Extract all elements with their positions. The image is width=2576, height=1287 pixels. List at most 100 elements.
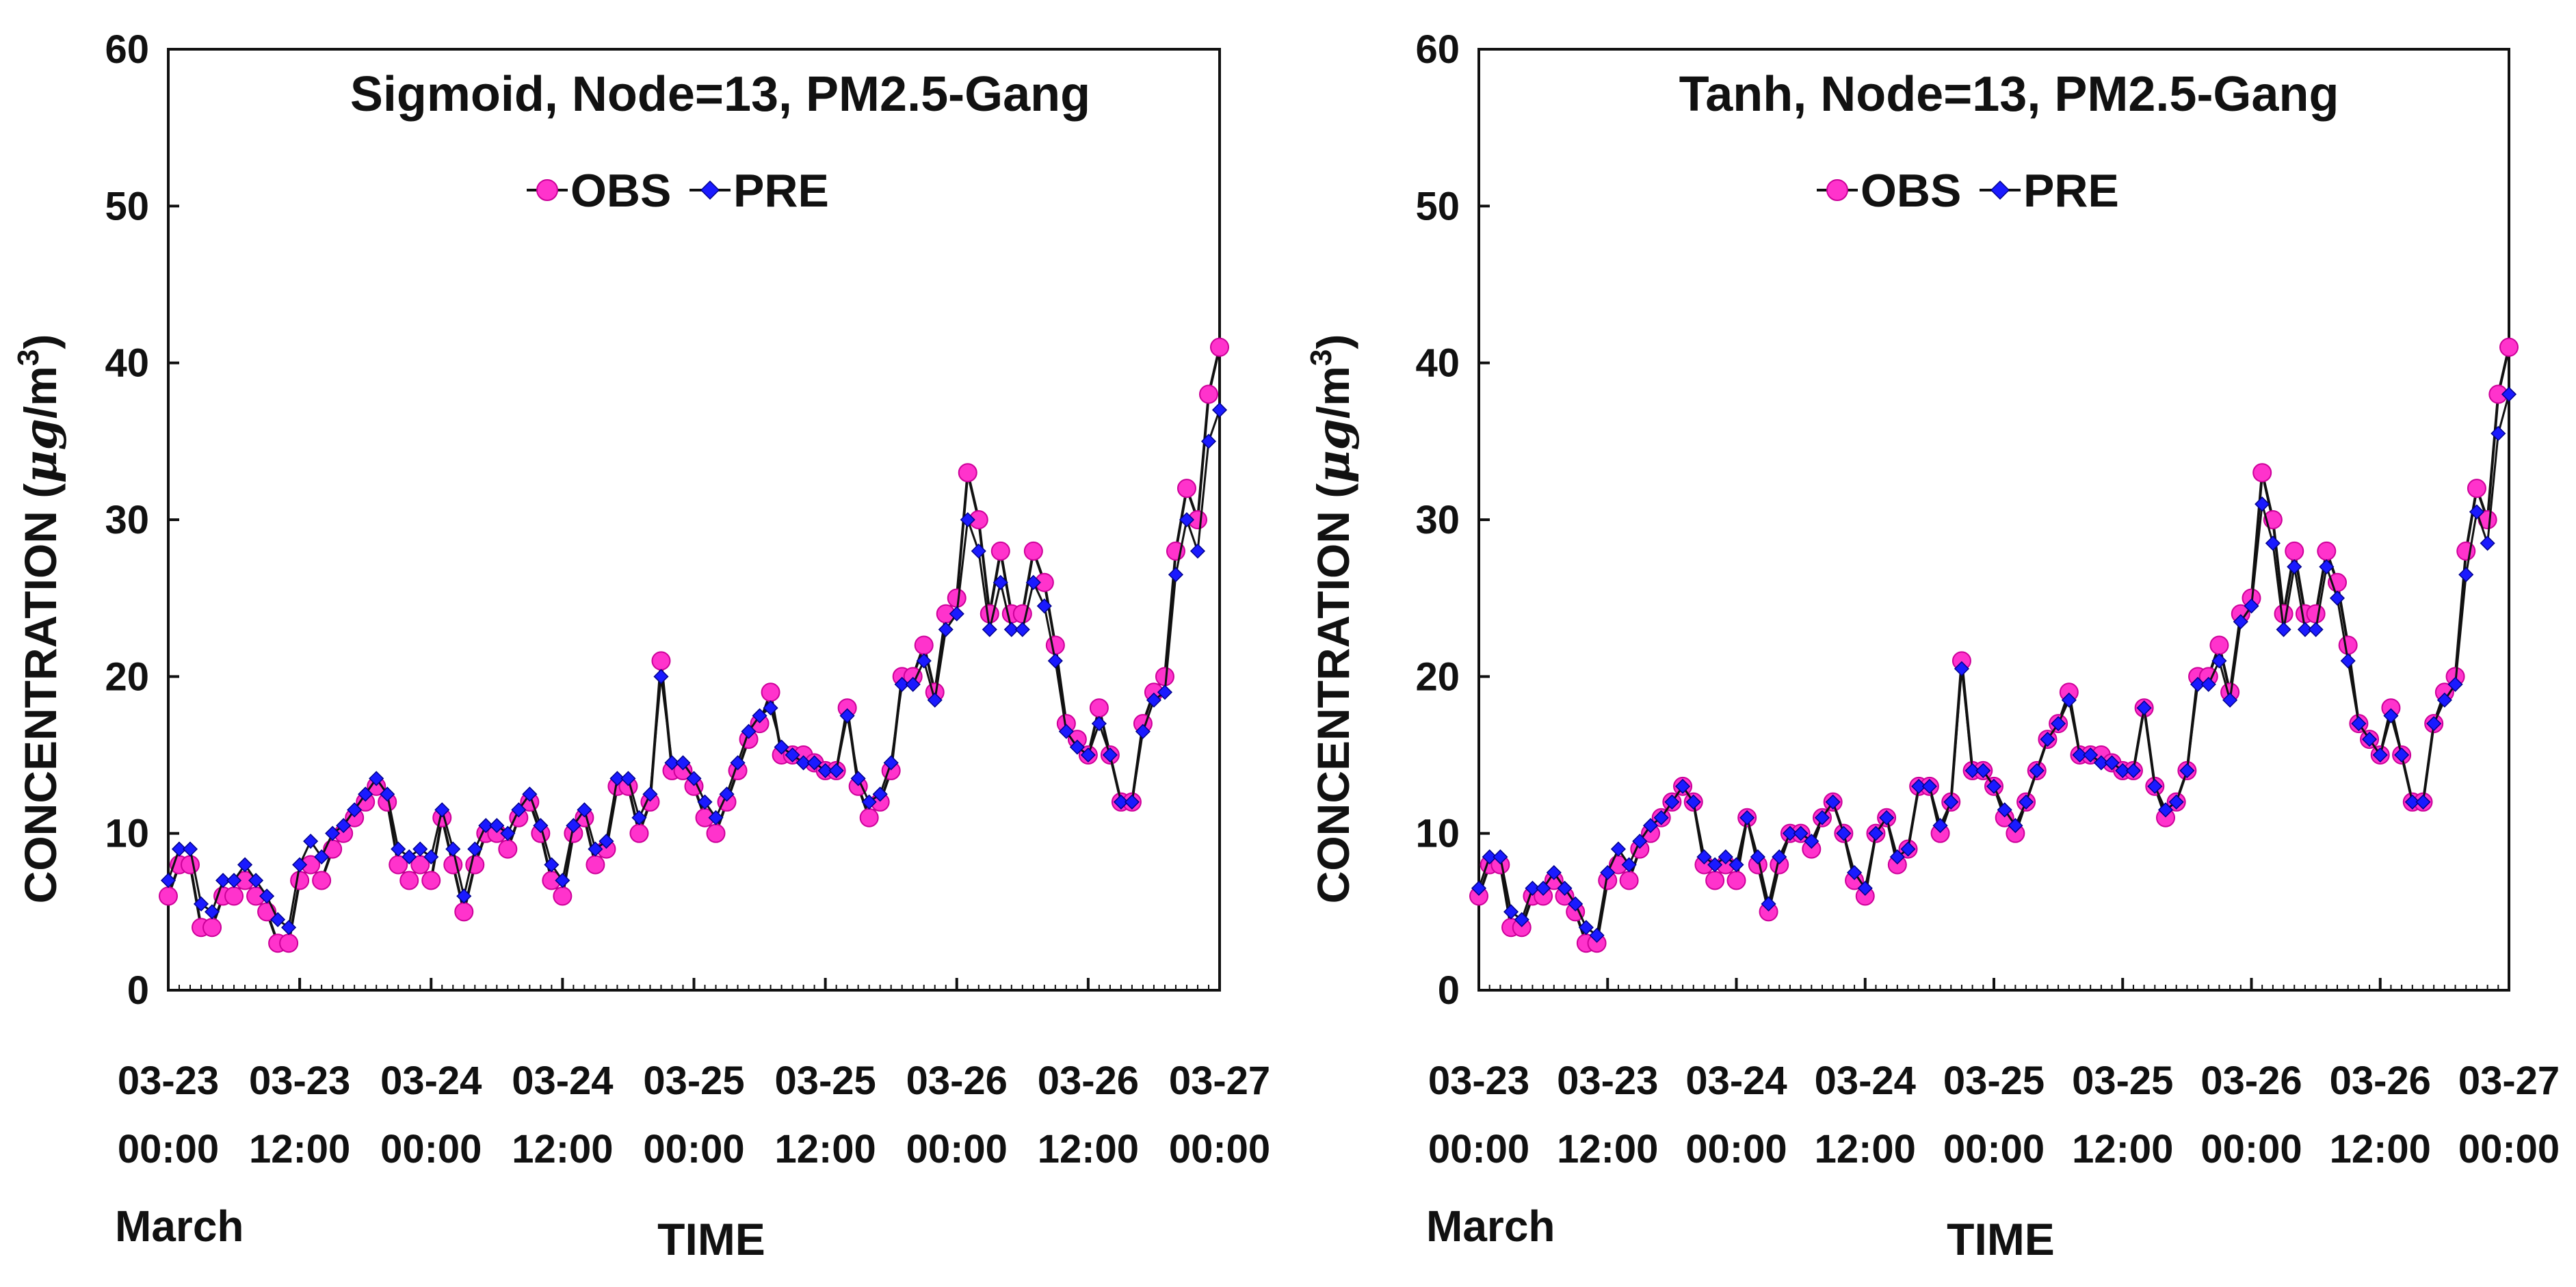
pre-point — [1014, 622, 1030, 637]
obs-point — [421, 871, 441, 890]
pre-point — [2061, 692, 2077, 708]
pre-point — [1471, 880, 1487, 896]
pre-point — [982, 622, 997, 637]
pre-point — [1825, 794, 1841, 810]
pre-point — [2255, 496, 2270, 512]
pre-point — [2394, 747, 2410, 763]
pre-point — [2340, 653, 2356, 669]
pre-point — [839, 708, 855, 724]
pre-point — [1782, 825, 1798, 841]
chart-title: Tanh, Node=13, PM2.5-Gang — [1679, 67, 2339, 122]
x-tick-label-time: 00:00 — [1169, 1127, 1270, 1171]
pre-point — [2179, 762, 2195, 778]
obs-point — [1177, 479, 1196, 499]
y-axis-unit-sup: 3 — [12, 349, 45, 366]
x-tick-label-date: 03-24 — [512, 1059, 613, 1103]
pre-point — [2104, 755, 2120, 771]
pre-point — [347, 802, 363, 818]
pre-point — [1997, 802, 2012, 818]
pre-point — [2351, 716, 2367, 732]
pre-point — [1503, 904, 1519, 920]
pre-point — [391, 841, 406, 857]
obs-point — [2499, 337, 2519, 357]
y-tick-label: 30 — [105, 498, 149, 542]
pre-point — [1772, 849, 1787, 865]
obs-point — [651, 651, 671, 671]
pre-point — [609, 771, 625, 786]
pre-point — [1750, 849, 1765, 865]
pre-point — [1200, 434, 1217, 449]
pre-point — [1889, 849, 1905, 865]
pre-point — [1091, 716, 1107, 732]
x-tick-label-date: 03-25 — [774, 1059, 876, 1103]
pre-point — [1124, 794, 1140, 810]
pre-point — [1900, 841, 1916, 857]
obs-point — [958, 463, 977, 483]
month-label: March — [1426, 1202, 1555, 1251]
pre-point — [1578, 920, 1594, 936]
obs-point — [454, 902, 474, 922]
pre-point — [500, 825, 516, 841]
x-tick-label-date: 03-24 — [380, 1059, 482, 1103]
pre-point — [292, 857, 308, 873]
y-axis-unit-mu: μg — [1306, 419, 1360, 483]
pre-point — [2147, 778, 2163, 794]
pre-point — [2458, 567, 2474, 583]
pre-point — [806, 755, 822, 771]
legend-pre-label: PRE — [733, 165, 829, 217]
pre-point — [1525, 880, 1540, 896]
pre-point — [971, 543, 986, 559]
x-tick-label-time: 12:00 — [1038, 1127, 1139, 1171]
y-axis-unit-sup: 3 — [1304, 349, 1338, 366]
pre-point — [1157, 685, 1173, 700]
pre-point — [752, 708, 767, 724]
x-tick-label-time: 00:00 — [118, 1127, 219, 1171]
obs-point — [1089, 698, 1109, 718]
x-tick-label-time: 12:00 — [249, 1127, 350, 1171]
x-tick-label-date: 03-26 — [1038, 1059, 1139, 1103]
pre-point — [1069, 739, 1085, 755]
x-tick-label-time: 00:00 — [906, 1127, 1008, 1171]
pre-point — [204, 904, 220, 920]
pre-point — [763, 700, 778, 716]
chart-panel-tanh: Tanh, Node=13, PM2.5-Gang TIME March CON… — [1304, 27, 2560, 1264]
pre-point — [719, 786, 735, 802]
pre-point — [1793, 825, 1809, 841]
pre-point — [423, 849, 439, 865]
obs-point — [2306, 604, 2326, 624]
pre-point — [2436, 692, 2452, 708]
pre-point — [544, 857, 560, 873]
month-label: March — [115, 1202, 244, 1251]
pre-point — [2222, 692, 2238, 708]
pre-point — [2244, 598, 2259, 614]
pre-point — [160, 873, 176, 888]
obs-point — [2209, 635, 2229, 655]
pre-point — [2157, 802, 2174, 818]
y-tick-label: 10 — [1415, 812, 1460, 856]
obs-point — [1705, 871, 1725, 890]
pre-point — [938, 622, 954, 637]
pre-point — [1493, 849, 1508, 865]
x-tick-label-date: 03-25 — [1943, 1059, 2045, 1103]
pre-point — [467, 841, 483, 857]
pre-point — [281, 920, 297, 936]
x-tick-label-date: 03-24 — [1685, 1059, 1787, 1103]
obs-point — [1012, 604, 1032, 624]
x-tick-label-date: 03-26 — [2200, 1059, 2302, 1103]
y-axis-unit-mu: μg — [14, 419, 67, 483]
pre-point — [1685, 794, 1701, 810]
y-axis-label: CONCENTRATION (μg/m3) — [12, 334, 67, 904]
pre-point — [2276, 622, 2291, 637]
pre-point — [1847, 864, 1863, 881]
legend-pre-marker — [700, 180, 720, 200]
pre-point — [1135, 724, 1151, 739]
pre-point — [883, 755, 899, 771]
obs-point — [2317, 541, 2337, 561]
y-axis-unit-open: ( — [1308, 483, 1358, 499]
pre-point — [2490, 425, 2506, 441]
obs-point — [629, 823, 649, 843]
legend-pre-marker — [1990, 180, 2010, 200]
pre-point — [1975, 762, 1991, 778]
pre-point — [1729, 857, 1744, 873]
